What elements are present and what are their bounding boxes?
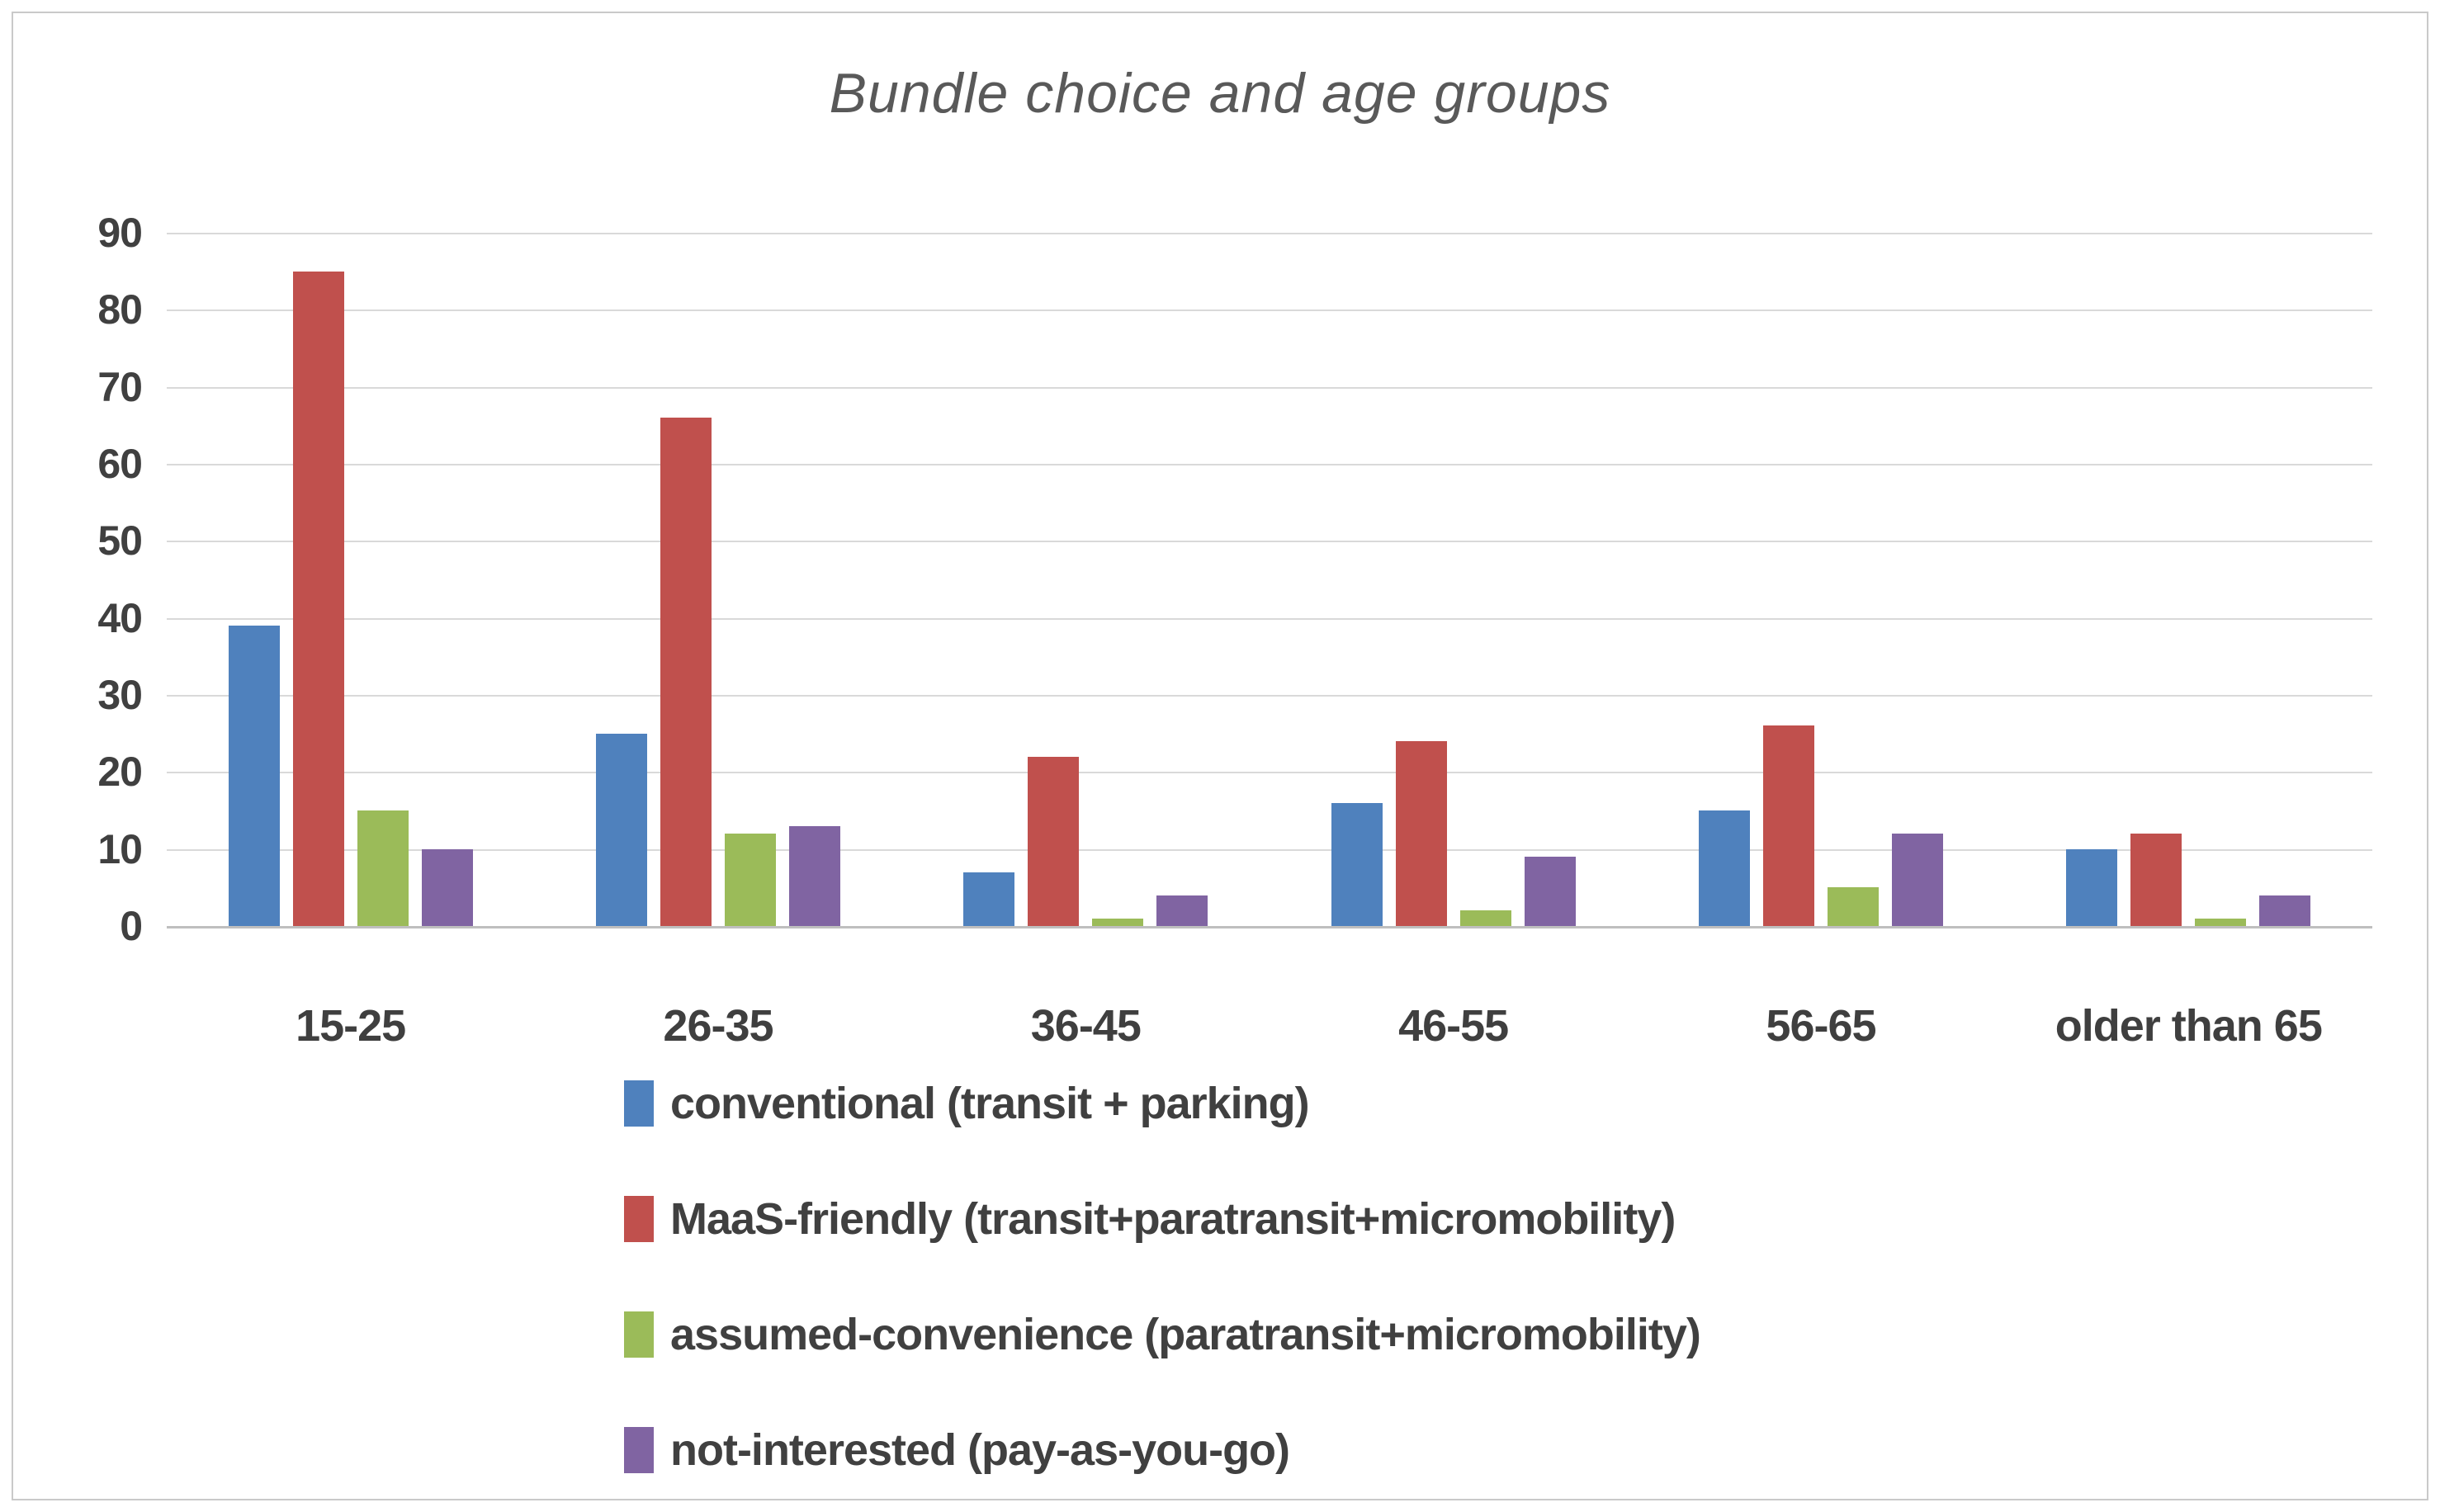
bar-series-4 bbox=[1524, 857, 1576, 926]
bar-series-2 bbox=[1028, 756, 1080, 926]
gridline bbox=[167, 772, 2372, 774]
legend-item: not-interested (pay-as-you-go) bbox=[624, 1425, 1700, 1476]
bar-series-3 bbox=[1459, 910, 1511, 926]
x-axis-labels: 15-25 26-35 36-45 46-55 56-65 older than 65 bbox=[167, 1000, 2372, 1058]
bar-series-1 bbox=[963, 872, 1015, 926]
bar-group bbox=[1637, 233, 2004, 926]
x-axis-baseline bbox=[167, 926, 2372, 928]
x-axis-category-label: 46-55 bbox=[1398, 1001, 1509, 1051]
bar-series-1 bbox=[228, 626, 280, 926]
gridline bbox=[167, 233, 2372, 234]
y-axis-tick-label: 40 bbox=[97, 594, 143, 641]
y-axis-tick-label: 0 bbox=[120, 903, 143, 949]
bar-group bbox=[534, 233, 901, 926]
gridline bbox=[167, 617, 2372, 620]
bar-group bbox=[167, 233, 534, 926]
legend-swatch bbox=[624, 1311, 654, 1358]
x-axis-category-label: 56-65 bbox=[1766, 1001, 1876, 1051]
y-axis-tick-label: 10 bbox=[97, 825, 143, 872]
legend-label: assumed-convenience (paratransit+micromo… bbox=[670, 1310, 1701, 1359]
gridline bbox=[167, 309, 2372, 312]
bar-series-3 bbox=[1092, 918, 1144, 926]
y-axis-tick-label: 50 bbox=[97, 517, 143, 565]
bar-series-3 bbox=[2195, 918, 2247, 926]
bar-series-4 bbox=[2259, 895, 2311, 926]
y-axis-tick-label: 60 bbox=[97, 441, 143, 487]
bar-series-3 bbox=[1827, 887, 1879, 926]
bar-group bbox=[902, 233, 1270, 926]
plot-area: 90 80 70 60 50 40 30 20 10 0 bbox=[97, 210, 2372, 949]
bar-group bbox=[1270, 233, 1637, 926]
bar-series-4 bbox=[788, 825, 840, 926]
gridline bbox=[167, 541, 2372, 543]
legend-label: not-interested (pay-as-you-go) bbox=[670, 1425, 1290, 1475]
bar-series-4 bbox=[421, 848, 473, 926]
gridline bbox=[167, 848, 2372, 851]
bar-group bbox=[2005, 233, 2372, 926]
bar-series-2 bbox=[660, 418, 712, 926]
bar-series-2 bbox=[1762, 725, 1814, 926]
legend: conventional (transit + parking) MaaS-fri… bbox=[624, 1078, 1701, 1476]
legend-item: MaaS-friendly (transit+paratransit+micro… bbox=[624, 1193, 1700, 1245]
y-axis-tick-label: 80 bbox=[97, 286, 143, 333]
bar-series-2 bbox=[292, 271, 344, 926]
x-axis-category-label: 36-45 bbox=[1030, 1001, 1142, 1051]
bar-series-2 bbox=[2130, 834, 2182, 926]
legend-swatch bbox=[624, 1427, 654, 1473]
bar-series-3 bbox=[724, 834, 776, 926]
bar-series-1 bbox=[595, 733, 647, 926]
bar-series-1 bbox=[1698, 810, 1750, 926]
y-axis-tick-label: 70 bbox=[97, 363, 143, 410]
bar-series-4 bbox=[1156, 895, 1208, 926]
bar-series-3 bbox=[357, 810, 409, 926]
x-axis-category-label: 15-25 bbox=[296, 1001, 406, 1051]
bar-series-1 bbox=[1331, 802, 1383, 926]
bar-series-4 bbox=[1891, 834, 1943, 926]
legend-swatch bbox=[624, 1196, 654, 1242]
legend-label: conventional (transit + parking) bbox=[670, 1079, 1310, 1128]
x-axis-category-label: 26-35 bbox=[663, 1001, 773, 1051]
legend-item: assumed-convenience (paratransit+micromo… bbox=[624, 1309, 1701, 1360]
chart-frame: Bundle choice and age groups 90 80 70 60 50 4… bbox=[12, 12, 2428, 1500]
y-axis-tick-label: 90 bbox=[97, 210, 143, 256]
gridline bbox=[167, 464, 2372, 465]
gridline bbox=[167, 386, 2372, 389]
legend-label: MaaS-friendly (transit+paratransit+micro… bbox=[670, 1194, 1676, 1244]
bar-series-1 bbox=[2066, 848, 2118, 926]
y-axis-tick-label: 30 bbox=[97, 672, 143, 718]
legend-item: conventional (transit + parking) bbox=[624, 1078, 1700, 1129]
legend-swatch bbox=[624, 1080, 654, 1127]
chart-title: Bundle choice and age groups bbox=[829, 62, 1611, 125]
bar-series-2 bbox=[1395, 741, 1447, 926]
y-axis-tick-label: 20 bbox=[97, 749, 143, 796]
gridline bbox=[167, 695, 2372, 697]
x-axis-category-label: older than 65 bbox=[2055, 1001, 2323, 1051]
